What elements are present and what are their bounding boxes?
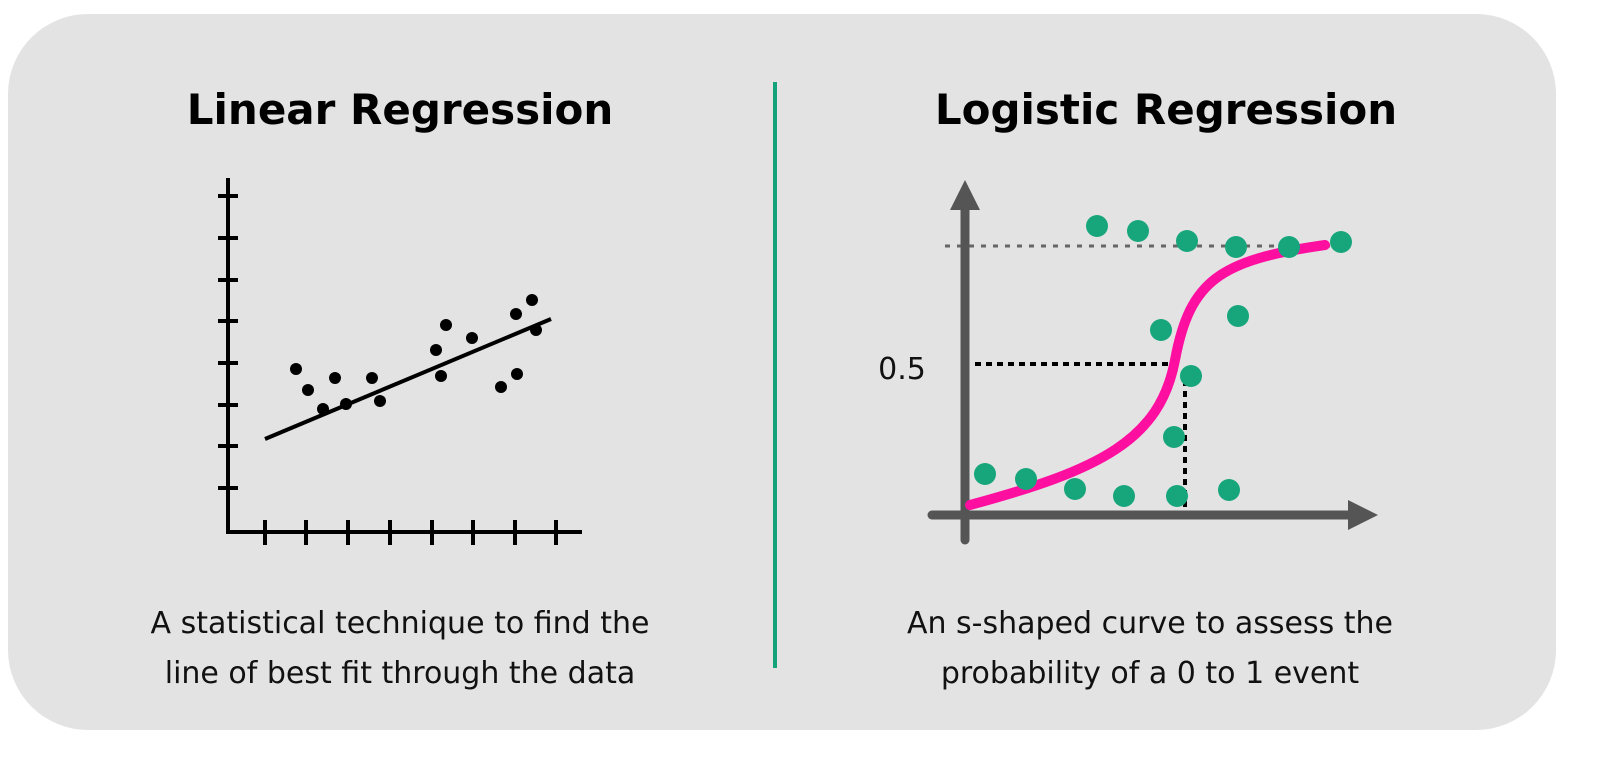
fit-line (264, 317, 552, 441)
data-dot (1176, 230, 1198, 252)
data-dot (290, 363, 302, 375)
logistic-chart: 0.5 (878, 180, 1378, 545)
sigmoid-curve (965, 240, 1330, 510)
data-dot (1278, 236, 1300, 258)
data-dot (1330, 231, 1352, 253)
x-arrow (1348, 500, 1378, 530)
data-dot (435, 370, 447, 382)
data-dot (317, 403, 329, 415)
card-background (8, 14, 1556, 730)
data-dot (430, 344, 442, 356)
y-arrow (950, 180, 980, 210)
data-dot (366, 372, 378, 384)
data-dot (1227, 305, 1249, 327)
linear-chart (218, 178, 582, 545)
data-dot (1163, 426, 1185, 448)
panel-title: Logistic Regression (935, 85, 1397, 134)
data-dot (526, 294, 538, 306)
description: line of best fit through the data (165, 656, 636, 691)
description: An s-shaped curve to assess the (907, 606, 1393, 641)
data-dot (1064, 478, 1086, 500)
description: A statistical technique to find the (151, 606, 650, 641)
data-dot (329, 372, 341, 384)
data-dot (1113, 485, 1135, 507)
data-dot (302, 384, 314, 396)
data-dot (1180, 365, 1202, 387)
data-dot (1218, 479, 1240, 501)
data-dot (530, 324, 542, 336)
data-dot (1015, 468, 1037, 490)
data-dot (374, 395, 386, 407)
data-dot (1166, 485, 1188, 507)
data-dot (974, 463, 996, 485)
data-dot (340, 398, 352, 410)
threshold-label: 0.5 (878, 352, 926, 387)
data-dot (1127, 220, 1149, 242)
data-dot (495, 381, 507, 393)
data-dot (1086, 215, 1108, 237)
panel-title: Linear Regression (187, 85, 613, 134)
description: probability of a 0 to 1 event (941, 656, 1360, 691)
data-dot (511, 368, 523, 380)
data-dot (1150, 319, 1172, 341)
data-dot (1225, 236, 1247, 258)
data-dot (510, 308, 522, 320)
data-dot (440, 319, 452, 331)
data-dot (466, 332, 478, 344)
